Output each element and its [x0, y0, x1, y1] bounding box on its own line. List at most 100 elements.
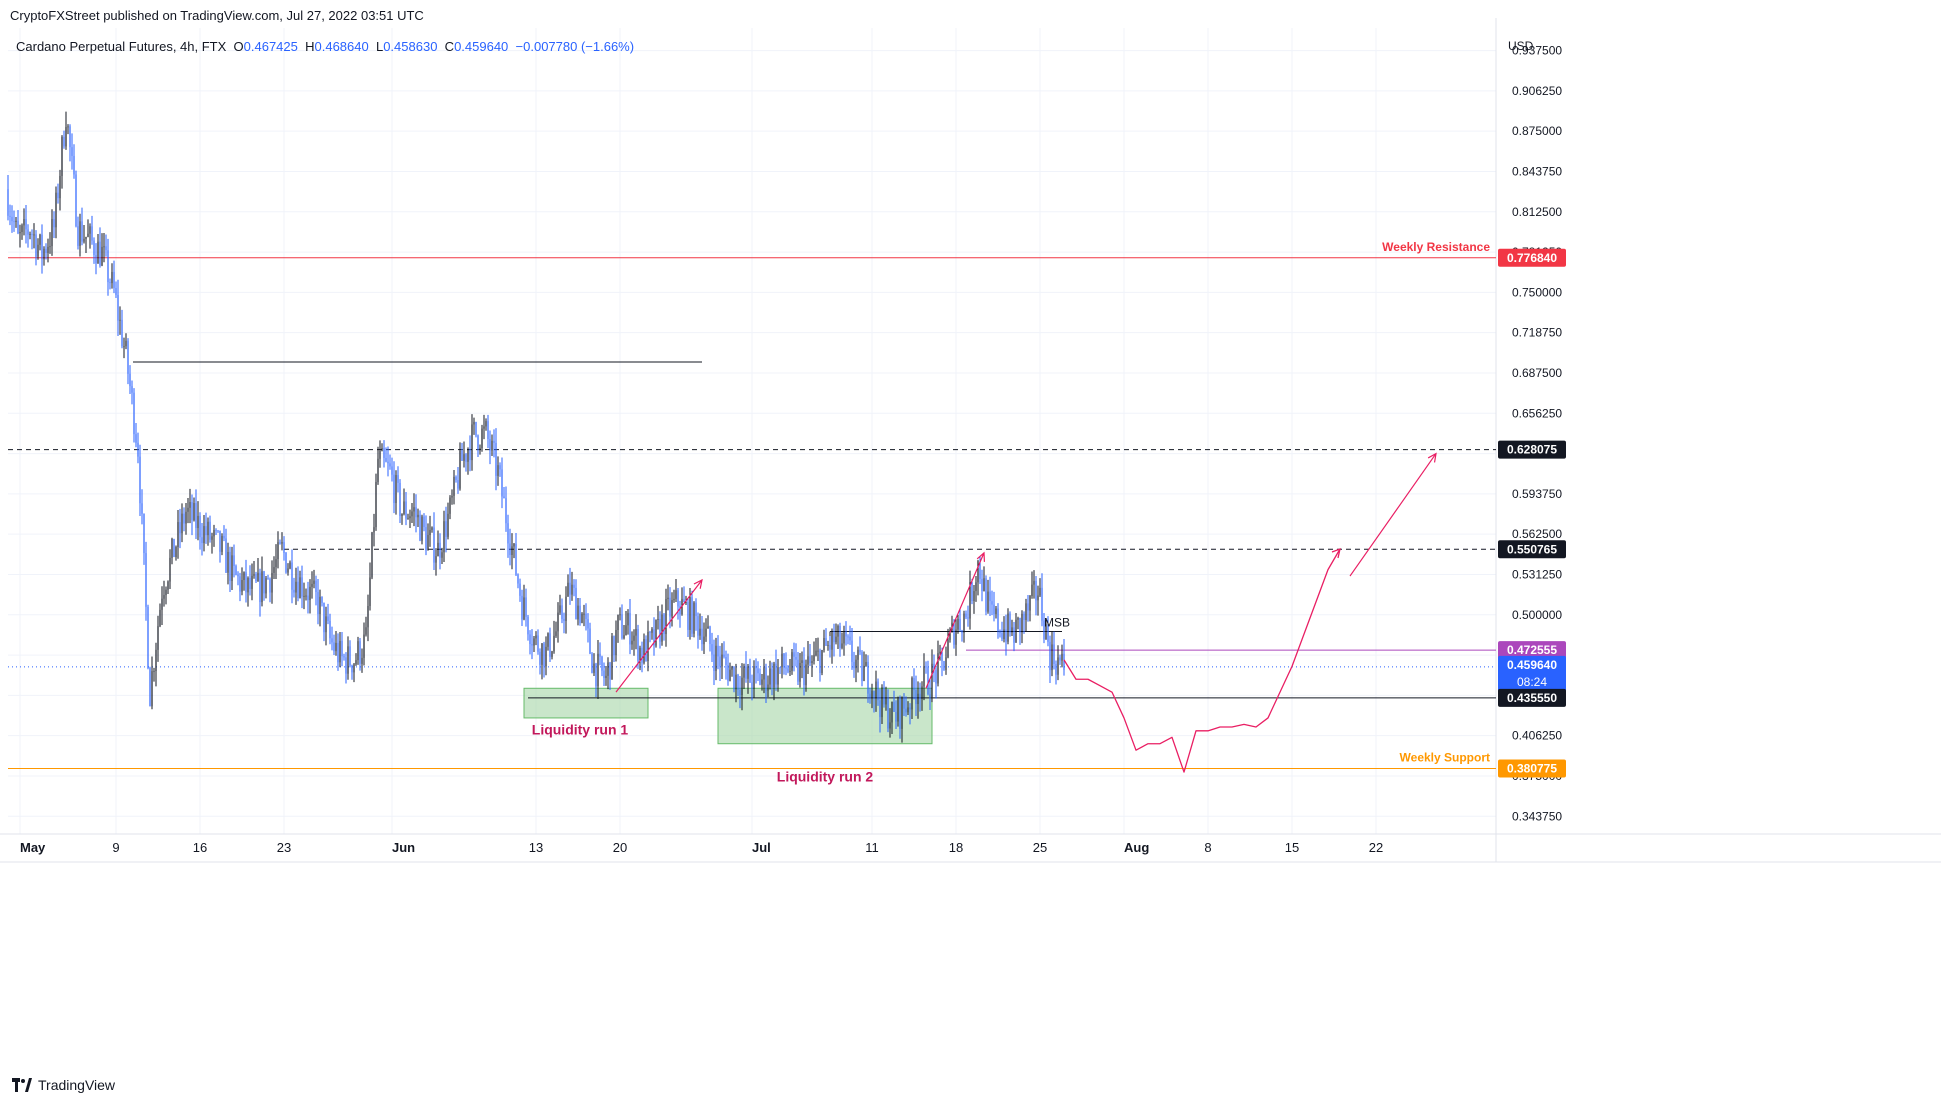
candle-body: [495, 442, 497, 476]
y-tick-label: 0.500000: [1512, 608, 1562, 622]
candle-body: [89, 226, 91, 234]
price-tag-label: 0.776840: [1507, 251, 1557, 265]
candle-body: [287, 568, 289, 573]
candle-body: [9, 215, 11, 217]
candle-body: [997, 608, 999, 631]
candle-body: [817, 650, 819, 652]
candle-body: [1011, 627, 1013, 633]
candle-body: [343, 656, 345, 658]
candle-body: [59, 175, 61, 199]
candle-body: [101, 246, 103, 266]
candle-body: [537, 635, 539, 652]
candle-body: [897, 698, 899, 722]
candle-body: [527, 616, 529, 635]
candle-body: [155, 649, 157, 671]
candle-body: [583, 613, 585, 615]
candle-body: [609, 662, 611, 680]
candle-body: [365, 627, 367, 635]
symbol-legend: Cardano Perpetual Futures, 4h, FTX O0.46…: [16, 39, 634, 54]
candle-body: [767, 684, 769, 691]
currency-label: USD: [1508, 39, 1534, 53]
candle-body: [761, 679, 763, 685]
candle-body: [439, 542, 441, 558]
candle-body: [605, 675, 607, 679]
candle-body: [1055, 663, 1057, 675]
candle-body: [859, 649, 861, 653]
candle-body: [347, 646, 349, 674]
candle-body: [641, 647, 643, 663]
candle-body: [381, 448, 383, 451]
candle-body: [739, 689, 741, 696]
candle-body: [923, 666, 925, 687]
price-tag-countdown: 08:24: [1517, 675, 1547, 689]
candle-body: [727, 665, 729, 681]
candle-body: [673, 598, 675, 601]
candle-body: [603, 670, 605, 679]
candle-body: [981, 578, 983, 591]
candle-body: [191, 502, 193, 521]
x-tick-label: 13: [529, 840, 543, 855]
candle-body: [639, 647, 641, 662]
candle-body: [69, 126, 71, 148]
candle-body: [565, 596, 567, 621]
candle-body: [55, 192, 57, 228]
candle-body: [51, 219, 53, 247]
candle-body: [183, 513, 185, 524]
candle-body: [379, 450, 381, 459]
candle-body: [975, 582, 977, 592]
candle-body: [41, 234, 43, 260]
candle-body: [543, 643, 545, 667]
candle-body: [891, 701, 893, 723]
candle-body: [391, 466, 393, 475]
candle-body: [945, 657, 947, 670]
candle-body: [201, 537, 203, 544]
candle-body: [233, 555, 235, 567]
candle-body: [1007, 613, 1009, 642]
candle-body: [895, 711, 897, 722]
candle-body: [731, 666, 733, 670]
candle-body: [517, 574, 519, 584]
candle-body: [949, 630, 951, 640]
candle-body: [861, 652, 863, 681]
candle-body: [579, 605, 581, 623]
candle-body: [875, 681, 877, 698]
candle-body: [621, 614, 623, 639]
change-value: −0.007780 (−1.66%): [515, 39, 635, 54]
candle-body: [707, 626, 709, 629]
candle-body: [465, 454, 467, 462]
candle-body: [591, 653, 593, 673]
candle-body: [845, 631, 847, 637]
candle-body: [651, 629, 653, 633]
candle-body: [909, 707, 911, 710]
candle-body: [827, 644, 829, 646]
low-label: L: [375, 39, 384, 54]
candle-body: [1019, 617, 1021, 633]
candle-body: [451, 495, 453, 498]
candle-body: [967, 617, 969, 619]
candle-body: [27, 229, 29, 235]
candle-body: [905, 708, 907, 713]
candle-body: [769, 668, 771, 685]
candle-body: [255, 574, 257, 582]
tradingview-logo[interactable]: TradingView: [12, 1077, 115, 1093]
candle-body: [397, 475, 399, 483]
candle-body: [95, 255, 97, 264]
projected-path: [1063, 548, 1341, 773]
candle-body: [299, 577, 301, 599]
candle-body: [789, 670, 791, 672]
candle-body: [489, 438, 491, 451]
candle-body: [309, 586, 311, 601]
candle-body: [169, 557, 171, 582]
candle-body: [459, 450, 461, 489]
candle-body: [211, 536, 213, 540]
candle-body: [223, 535, 225, 539]
x-tick-label: 23: [277, 840, 291, 855]
candle-body: [819, 650, 821, 673]
candle-body: [787, 668, 789, 672]
x-tick-label: 18: [949, 840, 963, 855]
x-tick-label: 22: [1369, 840, 1383, 855]
candle-body: [295, 581, 297, 593]
candle-body: [279, 542, 281, 544]
projection-arrow-target-head: [1427, 452, 1437, 463]
